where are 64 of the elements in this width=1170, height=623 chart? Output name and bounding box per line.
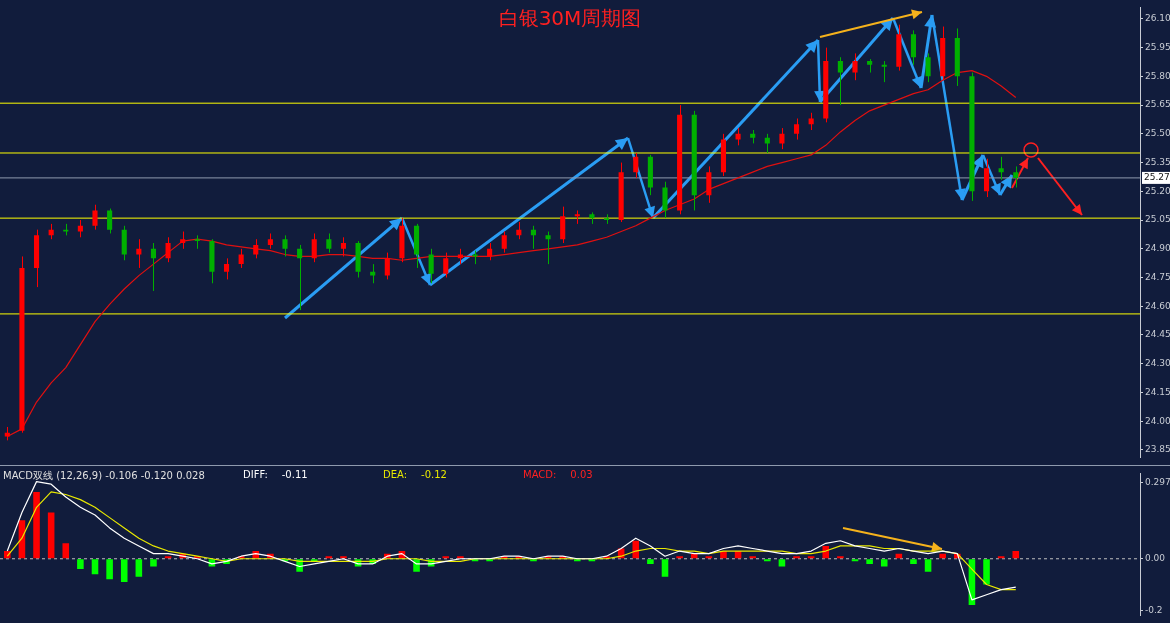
bar — [822, 545, 830, 559]
y-tick-label: 24.60 — [1145, 300, 1170, 311]
y-tick-label: 25.95 — [1145, 41, 1170, 52]
y-tick-label: 0.297 — [1145, 476, 1170, 487]
chart-title: 白银30M周期图 — [497, 5, 643, 32]
bar — [62, 543, 70, 559]
y-tick-label: 24.45 — [1145, 329, 1170, 340]
y-tick-label: 25.50 — [1145, 128, 1170, 139]
bar — [793, 556, 800, 559]
bar — [661, 559, 669, 577]
bar — [924, 559, 932, 572]
candlestick — [282, 234, 288, 257]
bar — [983, 559, 990, 585]
bar — [1012, 551, 1020, 559]
bar — [866, 559, 873, 564]
y-tick-label: 25.65 — [1145, 99, 1170, 110]
bar — [120, 559, 128, 582]
annotation: -0.12 — [421, 469, 447, 480]
bar — [135, 559, 143, 577]
y-tick-label: 25.20 — [1145, 185, 1170, 196]
bar — [676, 556, 683, 559]
bar — [486, 559, 493, 562]
bar — [442, 556, 450, 559]
bar — [690, 553, 698, 559]
candlestick — [92, 204, 98, 231]
y-tick-label: -0.2 — [1145, 604, 1163, 615]
y-tick-label: 23.85 — [1145, 444, 1170, 455]
bar — [880, 559, 888, 567]
candlestick — [662, 181, 668, 219]
bar — [457, 556, 464, 559]
text: DEA: — [383, 469, 408, 480]
bar — [150, 559, 157, 567]
annotation: 0.03 — [570, 469, 593, 480]
bar — [574, 559, 581, 562]
bar — [749, 556, 756, 559]
y-tick-label: 24.00 — [1145, 415, 1170, 426]
bar — [77, 559, 84, 570]
bar — [340, 556, 347, 559]
y-tick-label: 26.10 — [1145, 13, 1170, 24]
y-tick-label: 25.80 — [1145, 70, 1170, 81]
text: DIFF: — [243, 469, 268, 480]
text: MACD: — [523, 469, 557, 480]
y-tick-label: 24.90 — [1145, 243, 1170, 254]
y-tick-label: 25.35 — [1145, 156, 1170, 167]
y-tick-label: 24.15 — [1145, 386, 1170, 397]
candlestick — [852, 52, 858, 81]
bar — [530, 559, 537, 562]
ref-line-label: 25.27 — [1144, 172, 1170, 183]
bar — [837, 556, 844, 559]
bar — [939, 553, 946, 559]
bar — [47, 512, 55, 559]
y-tick-label: 25.05 — [1145, 214, 1170, 225]
bar — [764, 559, 771, 562]
bar — [647, 559, 654, 564]
bar — [310, 559, 318, 562]
annotation: MACD双线 (12,26,9) -0.106 -0.120 0.028 — [3, 469, 205, 483]
bar — [106, 559, 113, 580]
y-tick-label: 24.30 — [1145, 358, 1170, 369]
bar — [33, 491, 40, 559]
bar — [91, 559, 99, 575]
annotation: -0.11 — [281, 469, 308, 480]
y-tick-label: 0.00 — [1145, 553, 1166, 564]
bar — [910, 559, 917, 564]
y-tick-label: 24.75 — [1145, 271, 1170, 282]
